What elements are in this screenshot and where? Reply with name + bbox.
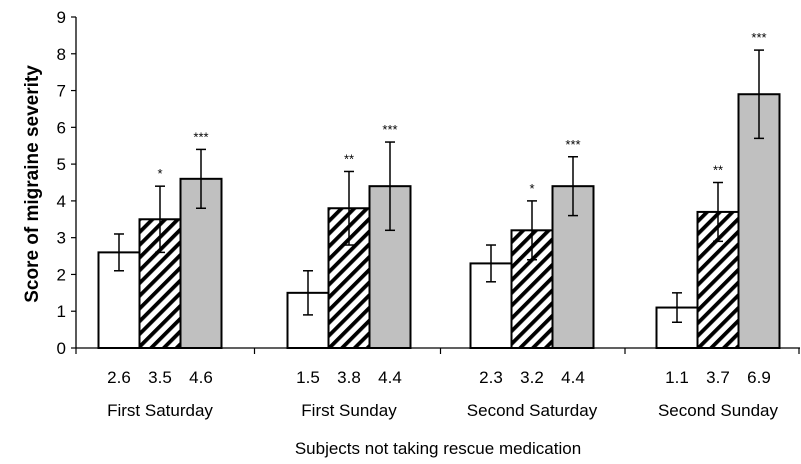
- category-label: Second Saturday: [467, 401, 598, 420]
- significance-label: **: [344, 151, 354, 166]
- significance-label: ***: [193, 129, 208, 144]
- y-tick-label: 6: [57, 118, 66, 137]
- y-tick-label: 7: [57, 82, 66, 101]
- value-label: 2.6: [107, 368, 131, 387]
- y-axis-label: Score of migraine severity: [22, 65, 43, 303]
- significance-label: ***: [751, 30, 766, 45]
- value-label: 3.8: [337, 368, 361, 387]
- y-tick-label: 2: [57, 265, 66, 284]
- value-label: 3.5: [148, 368, 172, 387]
- value-label: 4.6: [189, 368, 213, 387]
- bars: [97, 49, 781, 350]
- significance-label: **: [713, 163, 723, 178]
- value-label: 3.2: [520, 368, 544, 387]
- y-tick-label: 9: [57, 8, 66, 27]
- category-label: First Sunday: [301, 401, 397, 420]
- y-tick-label: 0: [57, 339, 66, 358]
- value-label: 4.4: [561, 368, 585, 387]
- x-axis-label: Subjects not taking rescue medication: [295, 439, 581, 458]
- significance-label: *: [529, 181, 534, 196]
- y-tick-label: 8: [57, 45, 66, 64]
- value-label: 2.3: [479, 368, 503, 387]
- value-label: 1.1: [665, 368, 689, 387]
- significance-label: ***: [382, 122, 397, 137]
- y-tick-label: 5: [57, 155, 66, 174]
- y-tick-label: 1: [57, 302, 66, 321]
- value-label: 6.9: [747, 368, 771, 387]
- value-label: 1.5: [296, 368, 320, 387]
- significance-label: ***: [565, 137, 580, 152]
- y-tick-label: 4: [57, 192, 66, 211]
- category-label: Second Sunday: [658, 401, 779, 420]
- category-label: First Saturday: [107, 401, 213, 420]
- significance-label: *: [157, 166, 162, 181]
- value-label: 4.4: [378, 368, 402, 387]
- value-label: 3.7: [706, 368, 730, 387]
- y-tick-label: 3: [57, 229, 66, 248]
